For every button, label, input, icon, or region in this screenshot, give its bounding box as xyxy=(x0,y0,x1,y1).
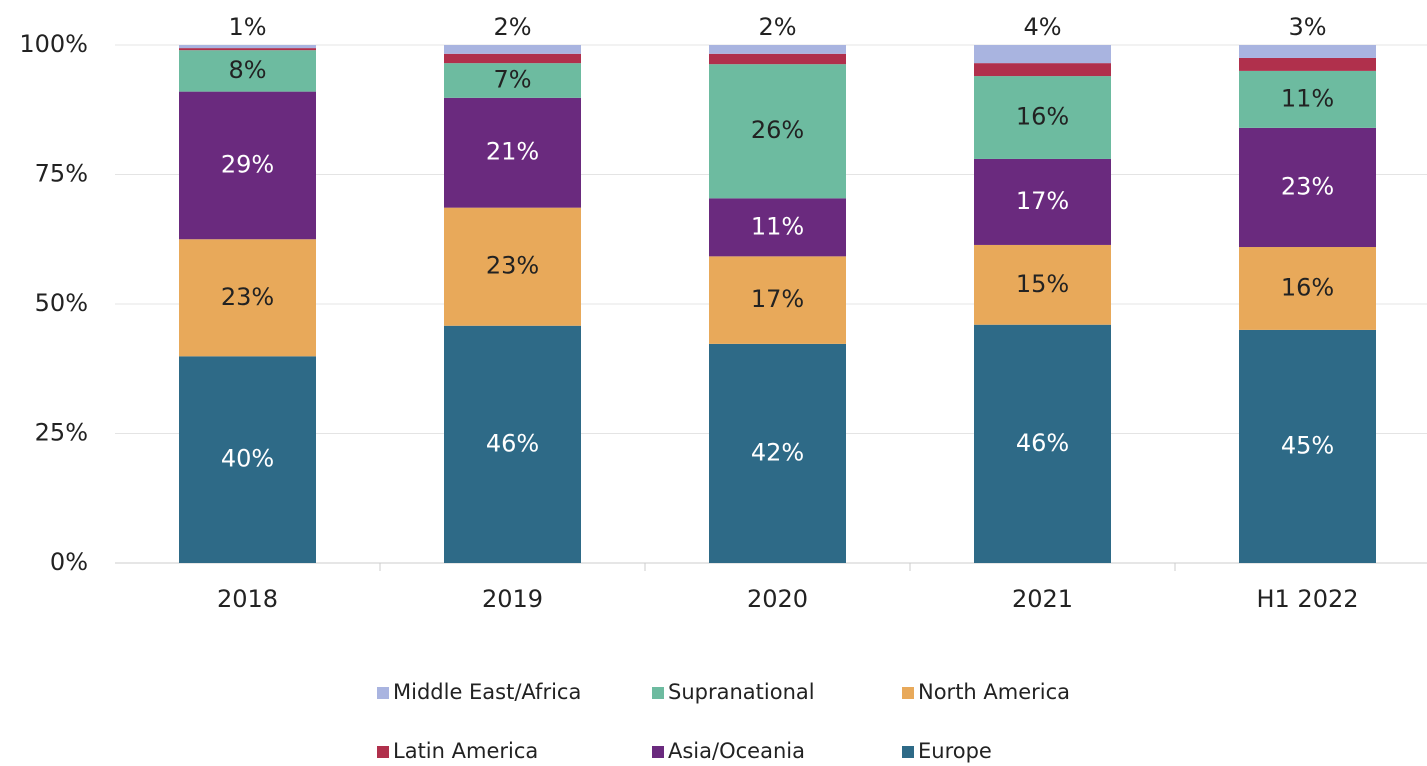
y-tick-label: 25% xyxy=(35,419,88,447)
data-label: 2% xyxy=(758,13,796,41)
data-label: 17% xyxy=(1016,187,1069,215)
data-label: 3% xyxy=(1288,13,1326,41)
bar-segment xyxy=(1239,247,1376,330)
data-label: 45% xyxy=(1281,431,1334,459)
bar-segment xyxy=(179,45,316,49)
bar-segment xyxy=(179,50,316,92)
bar-segment xyxy=(709,53,846,65)
data-label: 8% xyxy=(228,56,266,84)
bar-segment xyxy=(179,356,316,563)
data-label: 7% xyxy=(493,65,531,93)
y-tick-label: 0% xyxy=(50,548,88,576)
legend-swatch xyxy=(377,746,389,758)
bar-segment xyxy=(709,343,846,563)
bar-segment xyxy=(1239,45,1376,58)
x-tick-label: 2021 xyxy=(1012,585,1073,613)
bar-segment xyxy=(974,63,1111,77)
legend-swatch xyxy=(902,746,914,758)
legend-label: Asia/Oceania xyxy=(668,739,805,763)
legend-label: Latin America xyxy=(393,739,538,763)
bar-segment xyxy=(974,158,1111,245)
data-label: 29% xyxy=(221,150,274,178)
bar-segment xyxy=(444,53,581,64)
bar-segment xyxy=(974,324,1111,563)
bar-segment xyxy=(1239,57,1376,71)
data-label: 16% xyxy=(1016,103,1069,131)
data-label: 26% xyxy=(751,116,804,144)
bar-segment xyxy=(709,198,846,257)
data-label: 40% xyxy=(221,445,274,473)
x-tick-label: 2018 xyxy=(217,585,278,613)
data-label: 4% xyxy=(1023,13,1061,41)
data-label: 46% xyxy=(1016,429,1069,457)
y-tick-label: 50% xyxy=(35,289,88,317)
bar-segment xyxy=(1239,70,1376,128)
data-label: 23% xyxy=(221,283,274,311)
data-label: 11% xyxy=(1281,84,1334,112)
legend-swatch xyxy=(652,746,664,758)
data-label: 21% xyxy=(486,138,539,166)
legend-label: Europe xyxy=(918,739,992,763)
data-label: 42% xyxy=(751,438,804,466)
bar-segment xyxy=(179,48,316,51)
x-tick-label: H1 2022 xyxy=(1256,585,1358,613)
x-tick-label: 2020 xyxy=(747,585,808,613)
legend-swatch xyxy=(377,687,389,699)
x-tick-label: 2019 xyxy=(482,585,543,613)
bar-segment xyxy=(709,45,846,54)
bar-segment xyxy=(179,239,316,357)
legend-swatch xyxy=(902,687,914,699)
data-label: 15% xyxy=(1016,270,1069,298)
bar-segment xyxy=(444,97,581,208)
data-label: 1% xyxy=(228,13,266,41)
legend-swatch xyxy=(652,687,664,699)
bar-segment xyxy=(974,76,1111,159)
legend-label: Middle East/Africa xyxy=(393,680,581,704)
bar-segment xyxy=(709,64,846,199)
bar-segment xyxy=(444,45,581,54)
bar-segment xyxy=(1239,127,1376,248)
bar-segment xyxy=(444,63,581,98)
data-label: 17% xyxy=(751,285,804,313)
data-label: 23% xyxy=(1281,172,1334,200)
data-label: 16% xyxy=(1281,273,1334,301)
data-label: 46% xyxy=(486,429,539,457)
bar-segment xyxy=(444,325,581,563)
legend-label: North America xyxy=(918,680,1070,704)
bar-segment xyxy=(709,256,846,344)
data-label: 2% xyxy=(493,13,531,41)
bar-segment xyxy=(1239,329,1376,563)
legend-label: Supranational xyxy=(668,680,815,704)
bar-segment xyxy=(179,91,316,240)
y-tick-label: 75% xyxy=(35,160,88,188)
data-label: 23% xyxy=(486,252,539,280)
y-tick-label: 100% xyxy=(19,30,88,58)
bar-segment xyxy=(974,244,1111,325)
bar-segment xyxy=(974,45,1111,64)
bar-segment xyxy=(444,207,581,326)
data-label: 11% xyxy=(751,212,804,240)
